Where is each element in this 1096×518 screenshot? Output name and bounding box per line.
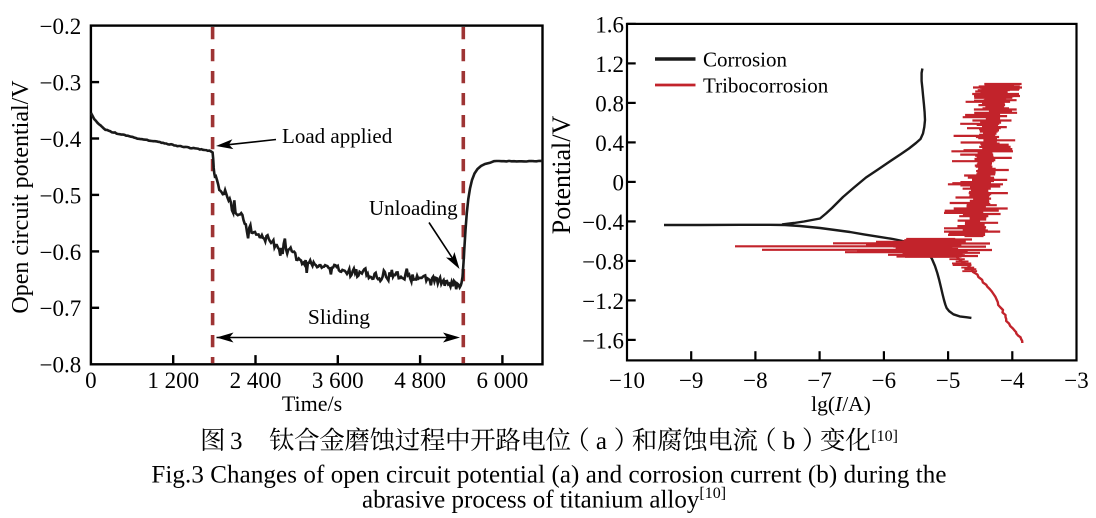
svg-text:2 400: 2 400 <box>230 368 282 393</box>
svg-text:Unloading: Unloading <box>369 196 458 220</box>
svg-text:−1.2: −1.2 <box>582 289 624 314</box>
svg-text:0.4: 0.4 <box>595 131 624 156</box>
svg-text:0.8: 0.8 <box>595 91 624 116</box>
svg-text:−9: −9 <box>679 368 703 393</box>
svg-text:Load applied: Load applied <box>282 124 393 148</box>
svg-text:1.6: 1.6 <box>595 12 624 37</box>
svg-text:0: 0 <box>85 368 97 393</box>
svg-text:1 200: 1 200 <box>147 368 199 393</box>
svg-text:−0.5: −0.5 <box>40 183 82 208</box>
svg-text:Open circuit potential/V: Open circuit potential/V <box>8 80 34 314</box>
svg-text:−0.8: −0.8 <box>582 249 624 274</box>
svg-text:−3: −3 <box>1064 368 1088 393</box>
svg-text:−0.3: −0.3 <box>40 71 82 96</box>
svg-text:Potential/V: Potential/V <box>547 116 576 235</box>
svg-text:a: a <box>596 428 607 455</box>
svg-text:Time/s: Time/s <box>282 391 342 416</box>
svg-text:−5: −5 <box>936 368 960 393</box>
svg-text:b: b <box>783 428 796 455</box>
svg-text:6 000: 6 000 <box>477 368 529 393</box>
svg-text:−0.8: −0.8 <box>40 353 82 378</box>
svg-text:−4: −4 <box>1000 368 1025 393</box>
svg-text:Sliding: Sliding <box>308 305 370 329</box>
svg-text:1.2: 1.2 <box>595 52 624 77</box>
svg-text:4 800: 4 800 <box>394 368 446 393</box>
svg-text:−0.7: −0.7 <box>40 296 82 321</box>
svg-text:3: 3 <box>230 428 243 455</box>
svg-text:abrasive process of titanium a: abrasive process of titanium alloy[10] <box>362 485 726 514</box>
svg-text:−1.6: −1.6 <box>582 328 624 353</box>
svg-text:Corrosion: Corrosion <box>703 48 788 72</box>
svg-text:Fig.3 Changes of open circuit: Fig.3 Changes of open circuit potential … <box>151 462 946 489</box>
svg-text:[10]: [10] <box>871 428 898 445</box>
svg-text:−10: −10 <box>609 368 645 393</box>
svg-text:Tribocorrosion: Tribocorrosion <box>703 74 829 98</box>
svg-text:3 600: 3 600 <box>312 368 364 393</box>
svg-text:−0.2: −0.2 <box>40 14 82 39</box>
svg-text:−6: −6 <box>872 368 896 393</box>
svg-text:−0.6: −0.6 <box>40 240 82 265</box>
svg-text:0: 0 <box>613 170 625 195</box>
svg-text:−7: −7 <box>807 368 831 393</box>
svg-text:−0.4: −0.4 <box>582 210 624 235</box>
svg-text:−0.4: −0.4 <box>40 127 82 152</box>
svg-text:−8: −8 <box>743 368 767 393</box>
svg-text:lg(I/A): lg(I/A) <box>811 392 871 416</box>
